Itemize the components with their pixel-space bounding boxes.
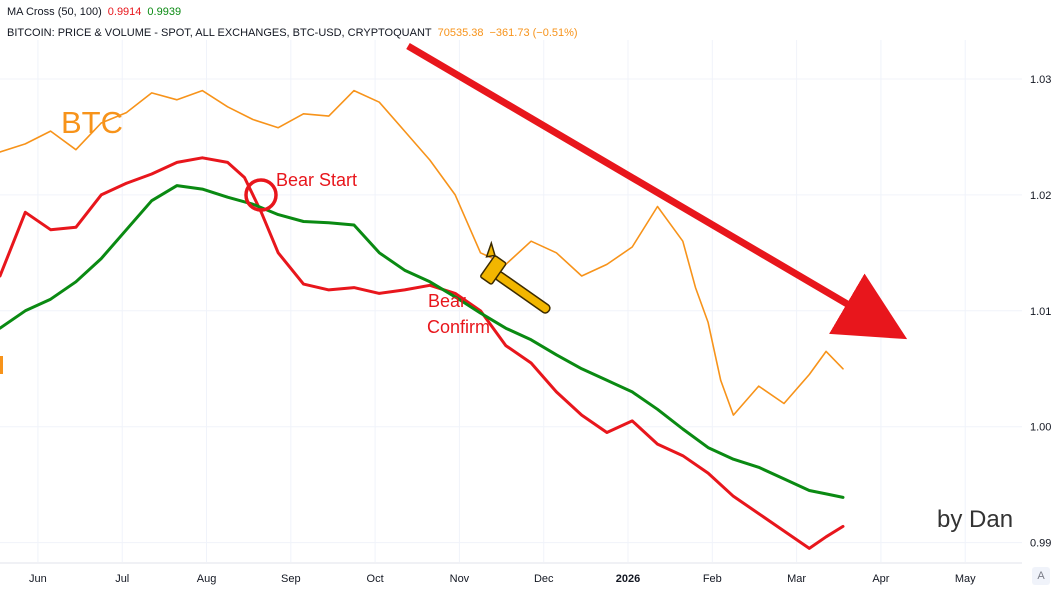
annotation-layer: BTC Bear Start Bear Confirm by Dan bbox=[0, 42, 1013, 533]
ma-cross-label: MA Cross (50, 100) bbox=[7, 6, 102, 18]
series-price: 70535.38 bbox=[437, 27, 484, 39]
bear-start-circle bbox=[244, 178, 278, 212]
x-tick-label: Mar bbox=[787, 573, 806, 585]
ma-fast-value: 0.9914 bbox=[107, 6, 142, 18]
series-legend[interactable]: BITCOIN: PRICE & VOLUME - SPOT, ALL EXCH… bbox=[7, 26, 584, 40]
ma-fast-line bbox=[0, 156, 845, 550]
x-tick-label: Apr bbox=[872, 573, 889, 585]
grid bbox=[0, 40, 1022, 562]
x-tick-label: Jun bbox=[29, 573, 47, 585]
y-tick-label: 1.00 bbox=[1030, 422, 1051, 434]
btc-label: BTC bbox=[61, 105, 123, 140]
x-tick-label: Dec bbox=[534, 573, 554, 585]
x-tick-label: Aug bbox=[197, 573, 217, 585]
btc-price-marker bbox=[0, 356, 3, 374]
auto-scale-button[interactable]: A bbox=[1032, 567, 1050, 585]
y-tick-label: 1.02 bbox=[1030, 190, 1051, 202]
x-axis: Jun Jul Aug Sep Oct Nov Dec 2026 Feb Mar Apr May bbox=[0, 562, 1022, 585]
ma-cross-legend[interactable]: MA Cross (50, 100) 0.9914 0.9939 bbox=[7, 5, 187, 19]
bear-confirm-label-2: Confirm bbox=[427, 317, 490, 337]
hammer-icon bbox=[480, 240, 551, 314]
y-axis: 0.99 1.00 1.01 1.02 1.03 bbox=[1030, 74, 1051, 550]
x-tick-label: May bbox=[955, 573, 976, 585]
y-tick-label: 1.01 bbox=[1030, 306, 1051, 318]
btc-price-line bbox=[0, 89, 844, 416]
x-tick-label: Sep bbox=[281, 573, 301, 585]
x-tick-label: Nov bbox=[450, 573, 470, 585]
downtrend-arrow bbox=[406, 42, 908, 340]
series-change: −361.73 (−0.51%) bbox=[489, 27, 578, 39]
x-tick-label: Feb bbox=[703, 573, 722, 585]
y-tick-label: 1.03 bbox=[1030, 74, 1051, 86]
y-tick-label: 0.99 bbox=[1030, 538, 1051, 550]
x-tick-label: 2026 bbox=[616, 573, 640, 585]
ma-slow-value: 0.9939 bbox=[147, 6, 182, 18]
series-label: BITCOIN: PRICE & VOLUME - SPOT, ALL EXCH… bbox=[7, 27, 432, 39]
ma-slow-line bbox=[0, 184, 845, 499]
bear-confirm-label-1: Bear bbox=[428, 291, 466, 311]
bear-start-label: Bear Start bbox=[276, 170, 357, 190]
author-label: by Dan bbox=[937, 506, 1013, 533]
series-layer bbox=[0, 89, 845, 550]
x-tick-label: Oct bbox=[367, 573, 384, 585]
x-tick-label: Jul bbox=[115, 573, 129, 585]
